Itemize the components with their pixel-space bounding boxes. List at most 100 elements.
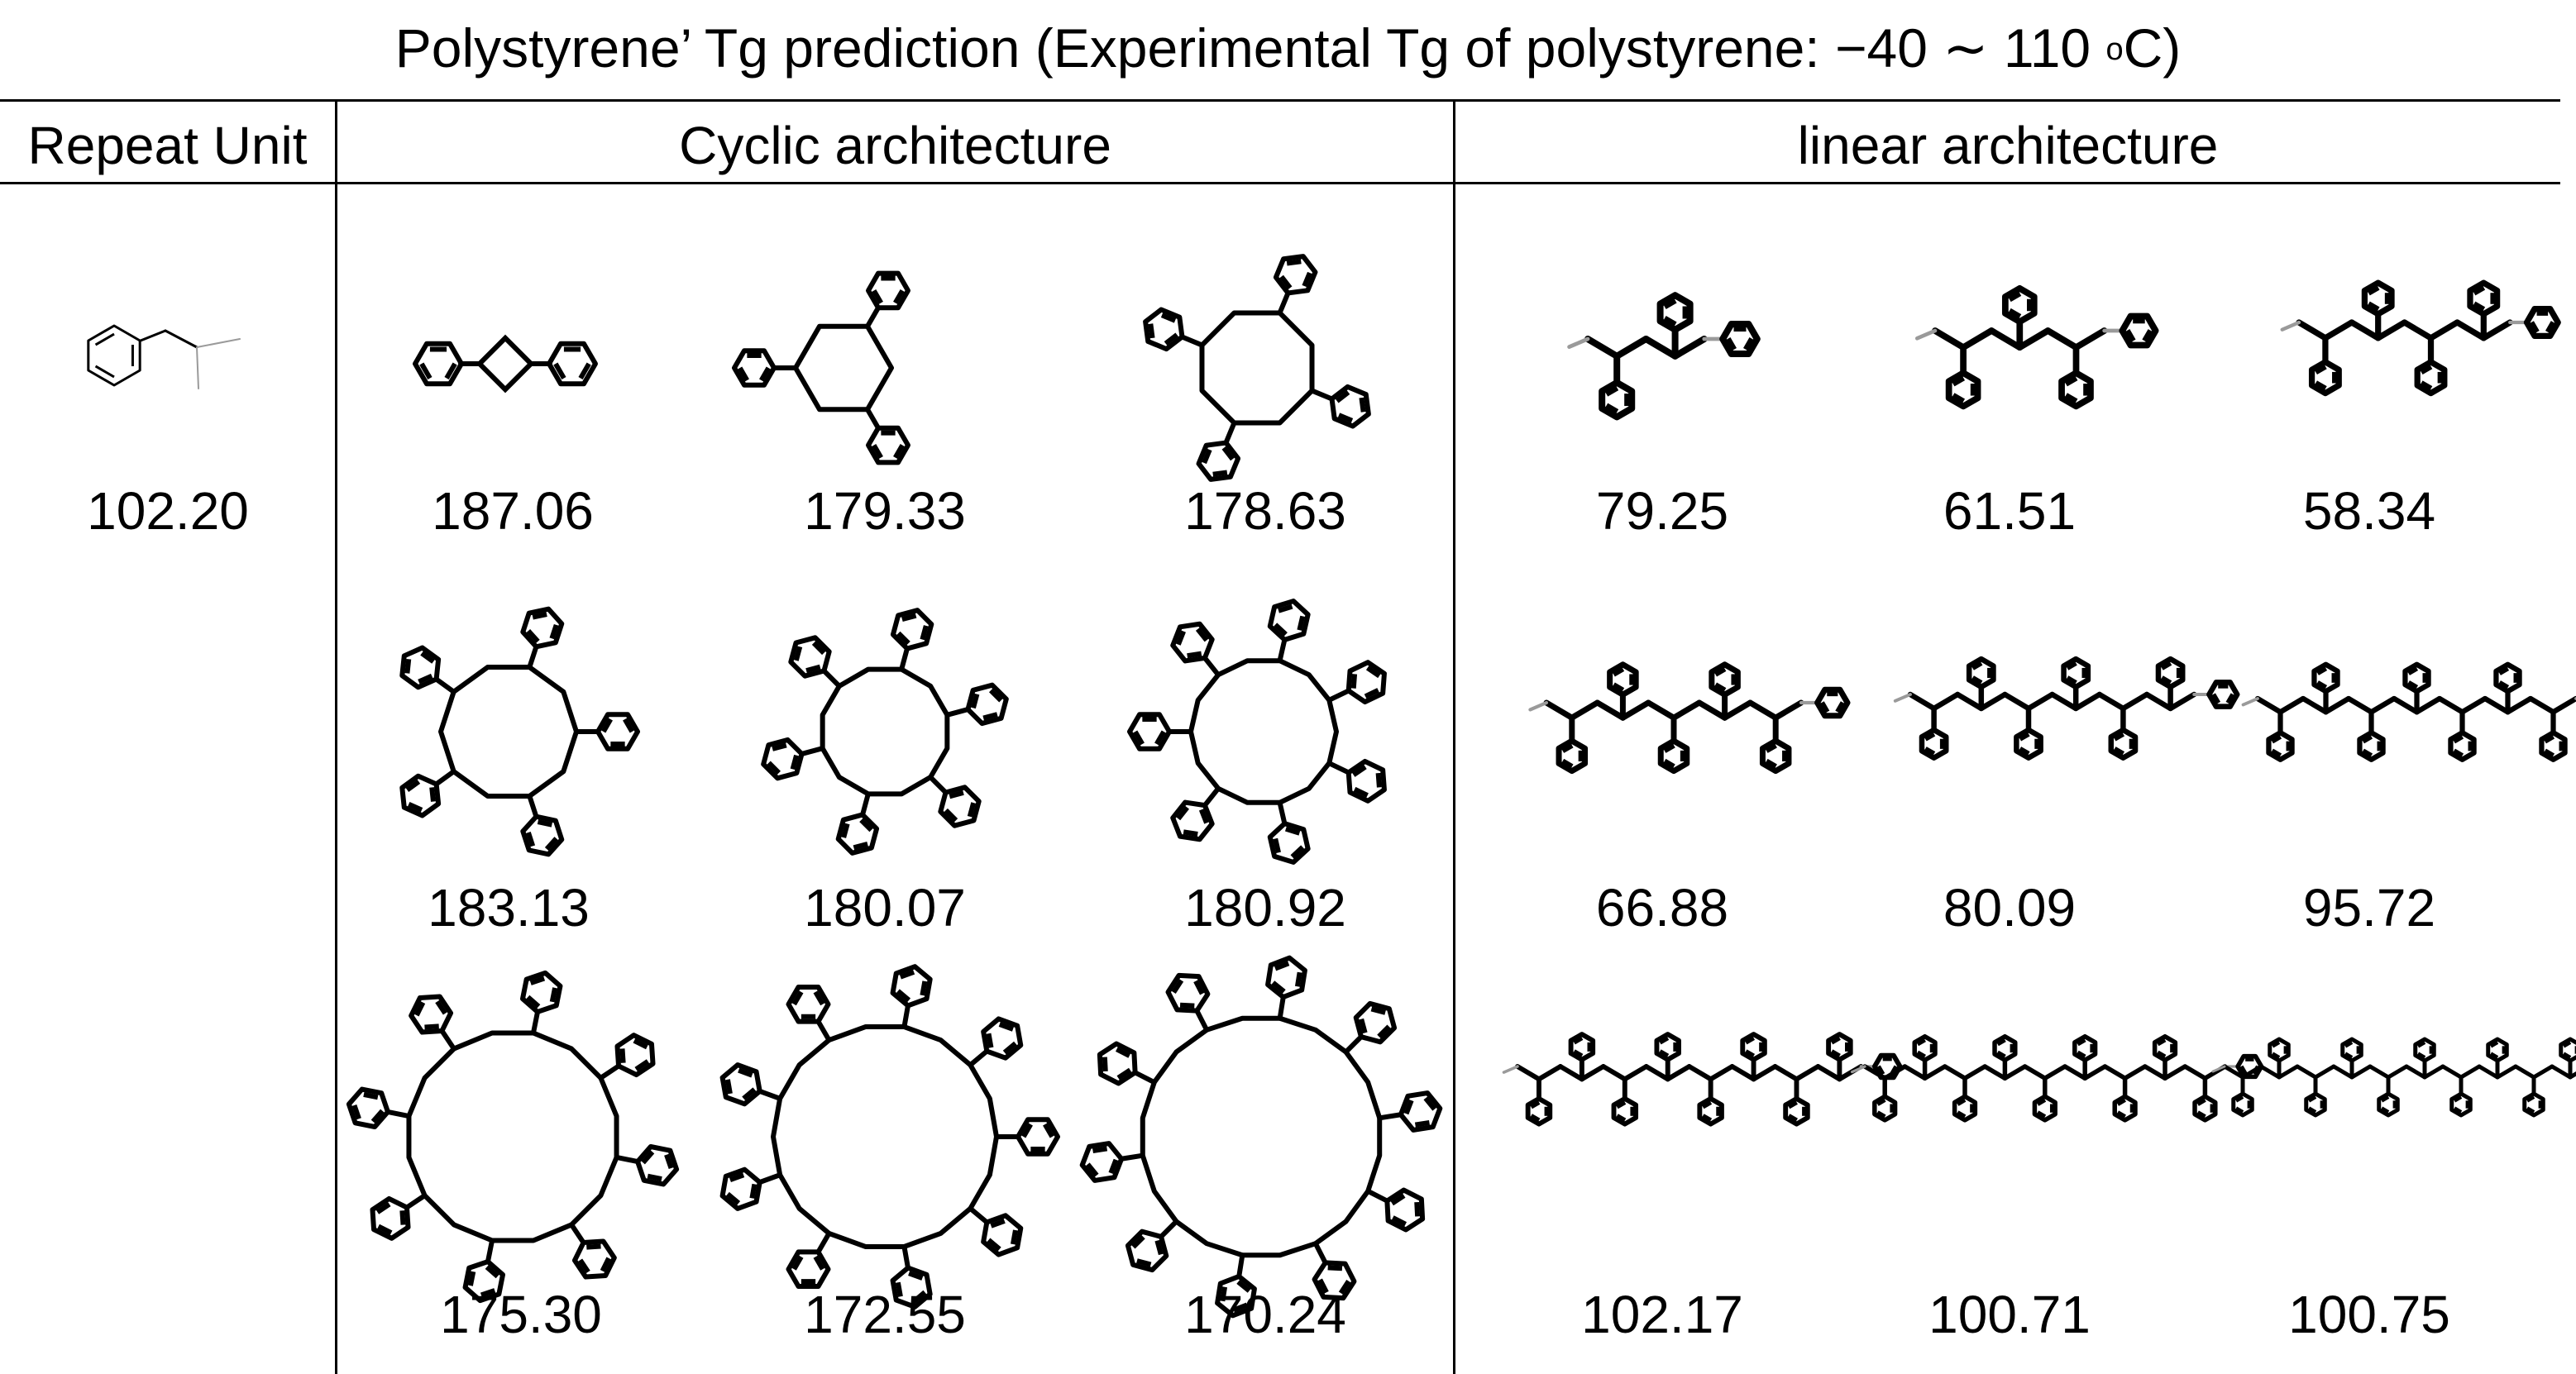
- bond: [2323, 695, 2352, 715]
- benzene-ring: [1697, 1095, 1724, 1127]
- aromatic-double-bond: [1662, 758, 1675, 770]
- aromatic-double-bond: [1744, 1035, 1756, 1045]
- bond: [2436, 695, 2465, 715]
- aromatic-double-bond: [1658, 1035, 1670, 1045]
- bond: [2120, 691, 2150, 712]
- aromatic-double-bond: [2007, 290, 2022, 303]
- bond: [2062, 1064, 2087, 1081]
- bond: [2386, 1064, 2409, 1080]
- bond: [1850, 1065, 1866, 1074]
- backbone-ring: [793, 323, 894, 413]
- aromatic-double-bond: [749, 1183, 758, 1199]
- bond: [1312, 1241, 1328, 1266]
- bond: [1119, 1152, 1145, 1162]
- repeat-unit-structure: [87, 324, 241, 389]
- benzene-ring: [788, 635, 832, 679]
- aromatic-double-bond: [634, 1059, 650, 1071]
- bond: [2368, 1064, 2391, 1080]
- linear-tg-r1c2: 61.51: [1943, 481, 2077, 541]
- header-cyclic-architecture: Cyclic architecture: [679, 116, 1111, 175]
- aromatic-double-bond: [1956, 1110, 1967, 1119]
- aromatic-double-bond: [2307, 1095, 2317, 1103]
- aromatic-double-bond: [2196, 1110, 2206, 1119]
- bond: [1862, 1064, 1887, 1081]
- benzene-ring: [2119, 312, 2159, 349]
- bond: [1982, 1064, 2008, 1081]
- benzene-ring: [1814, 686, 1851, 719]
- bond: [2495, 1064, 2518, 1080]
- aromatic-double-bond: [1297, 615, 1306, 631]
- aromatic-double-bond: [2344, 1052, 2354, 1060]
- aromatic-double-bond: [1278, 604, 1293, 613]
- cyclic-tg-r1c1: 187.06: [432, 481, 594, 541]
- aromatic-double-bond: [1787, 1100, 1798, 1109]
- aromatic-double-bond: [1232, 1302, 1248, 1313]
- aromatic-double-bond: [1951, 393, 1966, 405]
- aromatic-double-bond: [1971, 675, 1983, 685]
- aromatic-double-bond: [971, 693, 980, 709]
- bond: [1326, 688, 1351, 703]
- benzene-ring: [1345, 660, 1387, 705]
- bond: [1223, 420, 1237, 446]
- benzene-ring: [2414, 359, 2448, 397]
- aromatic-double-bond: [1830, 1049, 1841, 1058]
- benzene-ring: [1607, 661, 1639, 698]
- linear-tg-r1c1: 79.25: [1595, 481, 1729, 541]
- bond: [2082, 1064, 2108, 1081]
- benzene-ring: [1599, 379, 1636, 421]
- bond: [1932, 327, 1967, 351]
- benzene-ring: [719, 1062, 762, 1107]
- aromatic-double-bond: [420, 651, 435, 664]
- bond: [2072, 691, 2103, 712]
- bond: [404, 1193, 428, 1210]
- aromatic-double-bond: [1335, 390, 1350, 403]
- aromatic-double-bond: [1423, 1096, 1436, 1111]
- aromatic-double-bond: [920, 625, 929, 641]
- aromatic-double-bond: [2076, 1050, 2086, 1059]
- bond: [865, 407, 881, 431]
- aromatic-double-bond: [738, 366, 749, 382]
- benzene-ring: [1826, 1032, 1853, 1062]
- aromatic-double-bond: [1835, 701, 1846, 714]
- bond: [815, 1230, 832, 1255]
- bond: [1528, 700, 1549, 712]
- aromatic-double-bond: [485, 1265, 499, 1279]
- aromatic-double-bond: [725, 1191, 741, 1205]
- aromatic-double-bond: [2156, 1050, 2167, 1059]
- bond: [1907, 691, 1937, 712]
- aromatic-double-bond: [1271, 980, 1286, 994]
- benzene-ring: [2014, 727, 2043, 761]
- benzene-ring: [1143, 307, 1185, 352]
- benzene-ring: [1165, 972, 1211, 1014]
- bond: [2480, 319, 2513, 341]
- bond: [1202, 655, 1221, 678]
- benzene-ring: [2413, 1037, 2436, 1063]
- bond: [2375, 319, 2408, 341]
- bond: [1665, 1064, 1692, 1082]
- bond: [2277, 695, 2306, 715]
- aromatic-double-bond: [2416, 1040, 2426, 1048]
- aromatic-double-bond: [805, 664, 821, 674]
- bond: [2300, 695, 2329, 715]
- bond: [2182, 1064, 2208, 1081]
- aromatic-double-bond: [600, 1257, 611, 1272]
- aromatic-double-bond: [1818, 701, 1830, 714]
- benzene-ring: [1656, 292, 1694, 333]
- benzene-ring: [1525, 1095, 1553, 1127]
- aromatic-double-bond: [2160, 675, 2172, 685]
- aromatic-double-bond: [896, 631, 910, 646]
- bond: [1557, 1064, 1584, 1082]
- bond: [2414, 695, 2443, 715]
- aromatic-double-bond: [363, 1091, 379, 1100]
- aromatic-double-bond: [1212, 470, 1228, 477]
- aromatic-double-bond: [1274, 623, 1288, 637]
- benzene-ring: [2072, 1033, 2098, 1063]
- aromatic-double-bond: [813, 990, 825, 1006]
- benzene-ring: [1196, 440, 1241, 482]
- aromatic-double-bond: [986, 1033, 994, 1048]
- cyclic-tg-r1c3: 178.63: [1184, 481, 1346, 541]
- aromatic-double-bond: [990, 1219, 1006, 1228]
- benzene-ring: [2539, 730, 2568, 762]
- bond: [1619, 699, 1651, 721]
- benzene-ring: [2231, 1091, 2254, 1118]
